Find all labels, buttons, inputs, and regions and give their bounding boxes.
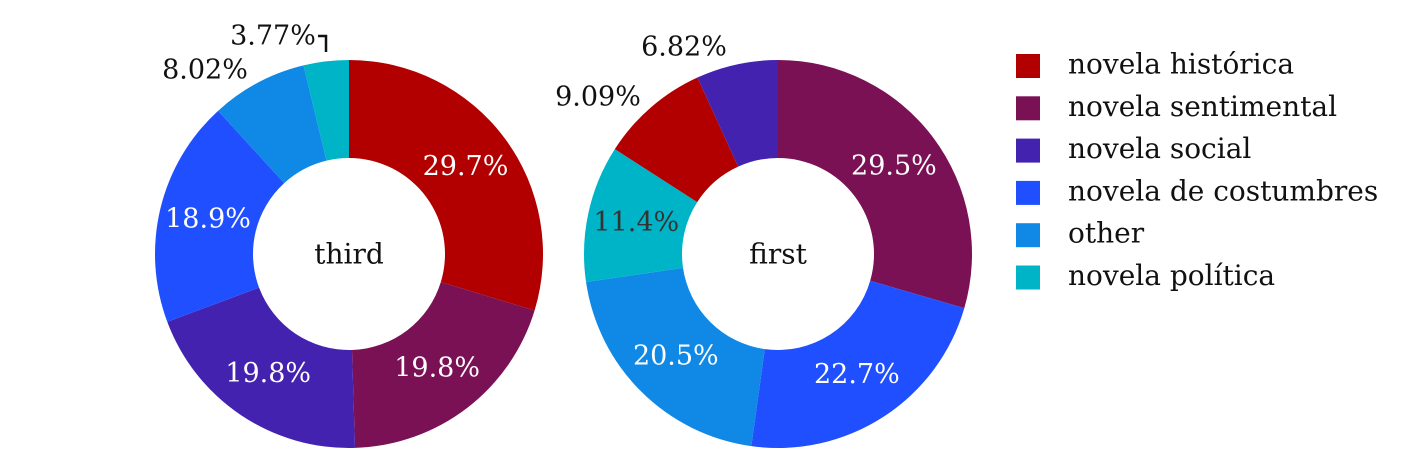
slice-label-novela-politica: 3.77% (230, 21, 316, 52)
slice-label-novela-de-costumbres: 22.7% (814, 359, 900, 390)
leader-line (318, 34, 328, 52)
slice-novela-sentimental (351, 281, 535, 448)
legend: novela histórica novela sentimental novela… (1016, 48, 1378, 292)
slice-novela-historica (614, 77, 739, 203)
legend-label: novela sentimental (1068, 90, 1337, 123)
slice-label-novela-sentimental: 29.5% (851, 150, 937, 181)
legend-label: novela histórica (1068, 48, 1294, 81)
legend-item-other: other (1016, 217, 1145, 250)
slice-novela-social (167, 287, 356, 448)
slice-novela-social (697, 60, 778, 167)
slice-novela-sentimental (778, 60, 972, 309)
legend-label: other (1068, 217, 1145, 250)
legend-swatch (1016, 265, 1040, 290)
slice-other (218, 65, 327, 184)
donut-chart-first: 29.5% 22.7% 20.5% 11.4% 9.09%6.82% first (555, 32, 972, 448)
legend-label: novela de costumbres (1068, 174, 1378, 207)
legend-swatch (1016, 223, 1040, 248)
center-label: third (314, 238, 384, 271)
slice-novela-historica (349, 60, 543, 311)
slice-label-novela-de-costumbres: 18.9% (165, 204, 251, 235)
slice-novela-de-costumbres (751, 280, 965, 448)
legend-item-novela-social: novela social (1016, 132, 1251, 165)
slice-label-novela-sentimental: 19.8% (394, 353, 480, 384)
legend-swatch (1016, 96, 1040, 121)
legend-label: novela política (1068, 259, 1275, 292)
slice-label-novela-social: 6.82% (641, 32, 727, 63)
slice-label-novela-social: 19.8% (225, 358, 311, 389)
legend-swatch (1016, 180, 1040, 205)
legend-label: novela social (1068, 132, 1251, 165)
slice-novela-politica (303, 60, 349, 161)
legend-item-novela-de-costumbres: novela de costumbres (1016, 174, 1378, 207)
slice-novela-politica (584, 149, 698, 283)
slice-other (586, 267, 765, 447)
donut-chart-third: 29.7% 19.8% 19.8% 18.9% 8.02%3.77% third (155, 21, 543, 448)
slice-label-other: 20.5% (633, 340, 719, 371)
slice-novela-de-costumbres (155, 110, 285, 322)
slice-label-novela-historica: 29.7% (423, 151, 509, 182)
slice-label-novela-politica: 11.4% (593, 207, 679, 238)
legend-item-novela-historica: novela histórica (1016, 48, 1294, 81)
slice-label-novela-historica: 9.09% (555, 82, 641, 113)
slice-label-other: 8.02% (162, 55, 248, 86)
legend-swatch (1016, 138, 1040, 163)
legend-item-novela-sentimental: novela sentimental (1016, 90, 1337, 123)
center-label: first (749, 238, 807, 271)
legend-swatch (1016, 54, 1040, 78)
legend-item-novela-politica: novela política (1016, 259, 1275, 292)
